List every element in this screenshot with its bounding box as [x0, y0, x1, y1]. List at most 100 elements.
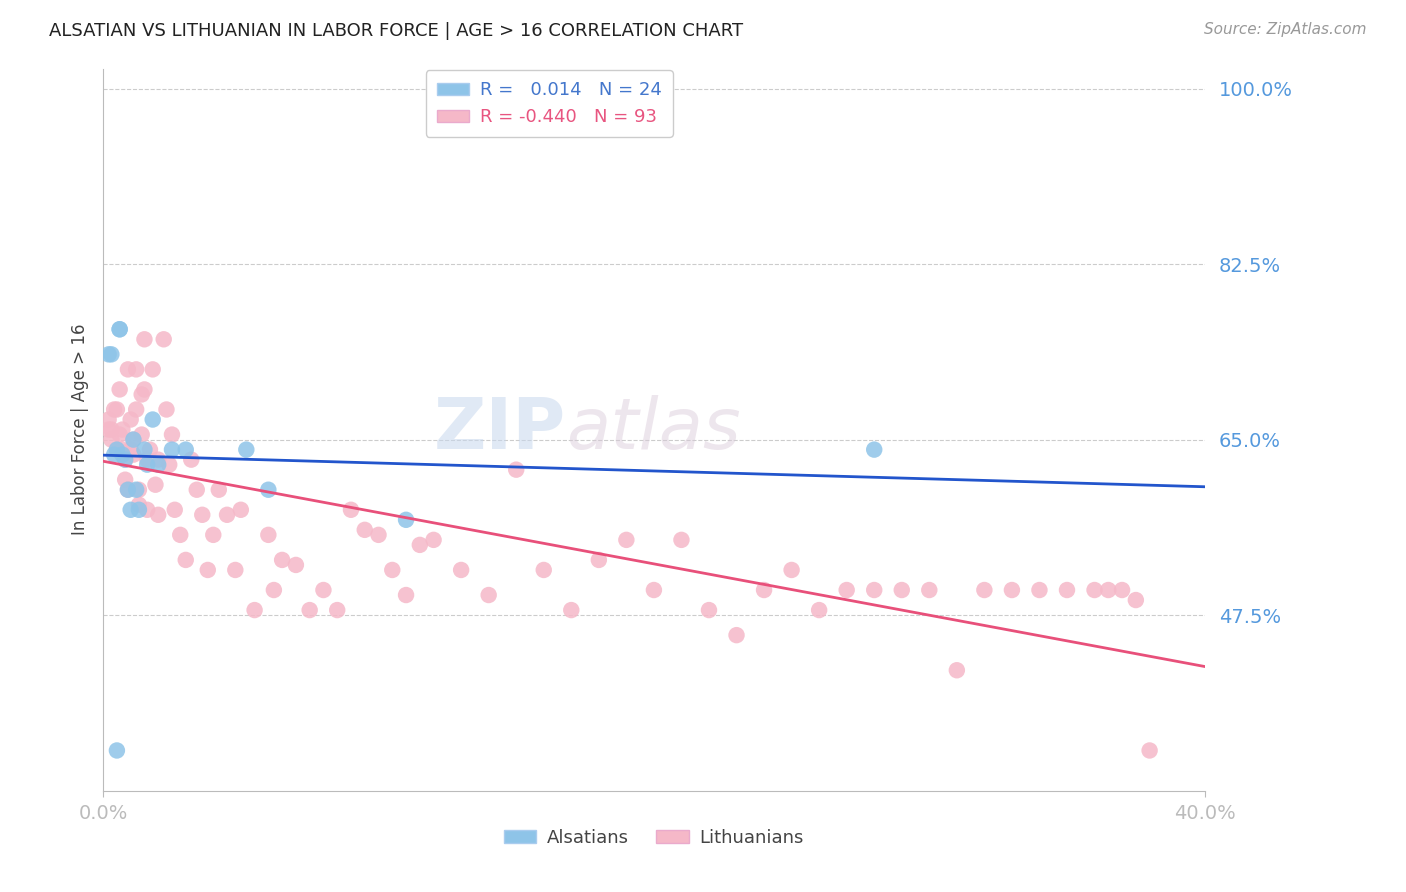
Point	[148, 458, 170, 472]
Point	[105, 442, 128, 457]
Point	[108, 383, 131, 397]
Point	[100, 433, 122, 447]
Point	[863, 582, 886, 597]
Point	[103, 448, 125, 462]
Point	[114, 473, 136, 487]
Point	[100, 423, 122, 437]
Point	[174, 442, 197, 457]
Point	[224, 563, 246, 577]
Point	[114, 452, 136, 467]
Point	[111, 448, 134, 462]
Point	[505, 463, 527, 477]
Point	[478, 588, 501, 602]
Point	[780, 563, 803, 577]
Point	[215, 508, 238, 522]
Point	[97, 412, 120, 426]
Point	[136, 458, 159, 472]
Point	[114, 452, 136, 467]
Point	[395, 513, 418, 527]
Point	[174, 553, 197, 567]
Point	[134, 383, 156, 397]
Legend: R =   0.014   N = 24, R = -0.440   N = 93: R = 0.014 N = 24, R = -0.440 N = 93	[426, 70, 672, 137]
Point	[120, 412, 142, 426]
Point	[128, 498, 150, 512]
Point	[973, 582, 995, 597]
Point	[409, 538, 432, 552]
Point	[946, 663, 969, 677]
Point	[97, 423, 120, 437]
Point	[312, 582, 335, 597]
Point	[136, 503, 159, 517]
Point	[160, 427, 183, 442]
Point	[533, 563, 555, 577]
Point	[148, 452, 170, 467]
Point	[298, 603, 321, 617]
Text: atlas: atlas	[565, 395, 741, 464]
Point	[122, 433, 145, 447]
Point	[117, 483, 139, 497]
Point	[131, 387, 153, 401]
Point	[1083, 582, 1105, 597]
Point	[105, 442, 128, 457]
Point	[257, 528, 280, 542]
Point	[131, 427, 153, 442]
Point	[103, 402, 125, 417]
Point	[1111, 582, 1133, 597]
Point	[145, 477, 167, 491]
Point	[160, 442, 183, 457]
Point	[614, 533, 637, 547]
Point	[208, 483, 231, 497]
Point	[134, 332, 156, 346]
Point	[235, 442, 257, 457]
Point	[588, 553, 610, 567]
Point	[450, 563, 472, 577]
Point	[367, 528, 389, 542]
Point	[163, 503, 186, 517]
Point	[1056, 582, 1078, 597]
Point	[186, 483, 208, 497]
Point	[122, 448, 145, 462]
Point	[142, 362, 165, 376]
Point	[835, 582, 858, 597]
Point	[111, 442, 134, 457]
Point	[122, 433, 145, 447]
Point	[1028, 582, 1050, 597]
Point	[395, 588, 418, 602]
Point	[191, 508, 214, 522]
Point	[1001, 582, 1024, 597]
Point	[197, 563, 219, 577]
Point	[1139, 743, 1161, 757]
Point	[257, 483, 280, 497]
Point	[229, 503, 252, 517]
Point	[381, 563, 404, 577]
Point	[125, 362, 148, 376]
Point	[105, 402, 128, 417]
Point	[643, 582, 665, 597]
Point	[155, 402, 177, 417]
Point	[697, 603, 720, 617]
Point	[152, 332, 174, 346]
Point	[890, 582, 912, 597]
Point	[108, 427, 131, 442]
Point	[117, 483, 139, 497]
Point	[284, 558, 307, 572]
Point	[136, 452, 159, 467]
Point	[142, 412, 165, 426]
Text: ZIP: ZIP	[433, 395, 565, 464]
Point	[560, 603, 582, 617]
Point	[180, 452, 202, 467]
Point	[1125, 593, 1147, 607]
Point	[918, 582, 941, 597]
Point	[808, 603, 831, 617]
Y-axis label: In Labor Force | Age > 16: In Labor Force | Age > 16	[72, 324, 89, 535]
Point	[725, 628, 748, 642]
Point	[111, 423, 134, 437]
Point	[263, 582, 285, 597]
Point	[100, 347, 122, 361]
Point	[134, 442, 156, 457]
Point	[340, 503, 363, 517]
Point	[671, 533, 693, 547]
Point	[97, 347, 120, 361]
Point	[422, 533, 444, 547]
Point	[120, 442, 142, 457]
